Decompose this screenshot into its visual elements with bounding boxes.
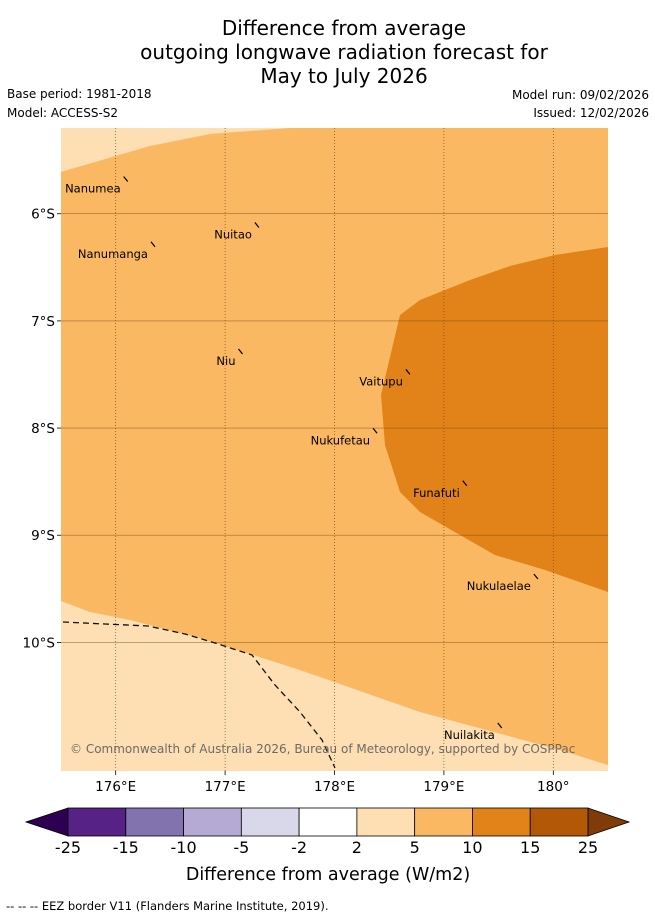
island-label: Nukufetau [311,433,370,447]
colorbar-swatch [125,807,184,837]
colorbar-swatch [414,807,473,837]
contour-10-15-region [381,247,608,592]
island-labels: Nanumea Nuitao Nanumanga Niu Vaitupu Nukufeta… [65,176,539,742]
map-plot-area: Nanumea Nuitao Nanumanga Niu Vaitupu Nukufeta… [61,128,608,771]
colorbar-swatch [240,807,300,837]
colorbar-tick-label: -25 [55,838,81,857]
longitude-tick-label: 176°E [95,779,136,795]
island-outline [462,480,468,487]
colorbar-swatch [183,807,242,837]
colorbar-tick-label: -5 [233,838,249,857]
island-label: Nuitao [214,228,252,242]
island-outline [405,368,411,375]
latitude-tick-label: 6°S [31,207,55,223]
colorbar-swatch [356,807,416,837]
latitude-tick-label: 7°S [31,314,55,330]
longitude-tick-label: 178°E [314,779,355,795]
latitude-tick-label: 8°S [31,421,55,437]
island-label: Niu [216,354,235,368]
island-outline [238,348,243,355]
island-outline [533,573,539,580]
colorbar-swatch [298,807,358,837]
island-label: Nanumea [65,181,121,195]
issued-date: Issued: 12/02/2026 [533,106,649,120]
island-outline [497,722,503,729]
latitude-axis: 6°S 7°S 8°S 9°S 10°S [23,207,61,651]
island-outline [254,222,260,228]
colorbar-tick-label: 10 [462,838,482,857]
colorbar-tick-label: 2 [352,838,362,857]
island-label: Nanumanga [78,247,148,261]
colorbar-over-arrow [587,807,631,837]
colorbar-tick-label: 25 [578,838,598,857]
colorbar-tick-label: -15 [113,838,139,857]
island-outline [150,241,156,248]
colorbar-tick-label: 5 [410,838,420,857]
colorbar: -25 -15 -10 -5 -2 2 5 10 15 25 [24,807,631,857]
map-title: Difference from average outgoing longwav… [0,16,655,88]
base-period: Base period: 1981-2018 [7,87,152,101]
model-name: Model: ACCESS-S2 [7,106,119,120]
colorbar-swatch [67,807,127,837]
longitude-tick-label: 180° [537,779,570,795]
eez-border-line [62,621,336,769]
graticule [61,128,608,771]
title-line-2: outgoing longwave radiation forecast for [140,40,548,64]
island-label: Vaitupu [359,374,403,388]
colorbar-tick-label: 15 [520,838,540,857]
colorbar-swatch [529,807,589,837]
longitude-tick-label: 177°E [205,779,246,795]
copyright-text: © Commonwealth of Australia 2026, Bureau… [70,742,575,756]
longitude-tick-label: 179°E [423,779,464,795]
longitude-axis: 176°E 177°E 178°E 179°E 180° [95,771,570,795]
title-line-1: Difference from average [221,16,467,40]
island-label: Funafuti [413,486,460,500]
island-label: Nuilakita [444,728,495,742]
colorbar-label: Difference from average (W/m2) [186,865,470,885]
eez-footnote: -- -- -- EEZ border V11 (Flanders Marine… [6,899,329,913]
colorbar-tick-label: -2 [291,838,307,857]
model-run: Model run: 09/02/2026 [511,88,649,102]
colorbar-tick-label: -10 [170,838,196,857]
island-outline [372,427,378,434]
island-outline [123,176,129,182]
title-line-3: May to July 2026 [260,64,428,88]
colorbar-under-arrow [24,807,69,837]
colorbar-swatch [472,807,531,837]
latitude-tick-label: 9°S [31,528,55,544]
latitude-tick-label: 10°S [23,635,56,651]
island-label: Nukulaelae [467,579,531,593]
